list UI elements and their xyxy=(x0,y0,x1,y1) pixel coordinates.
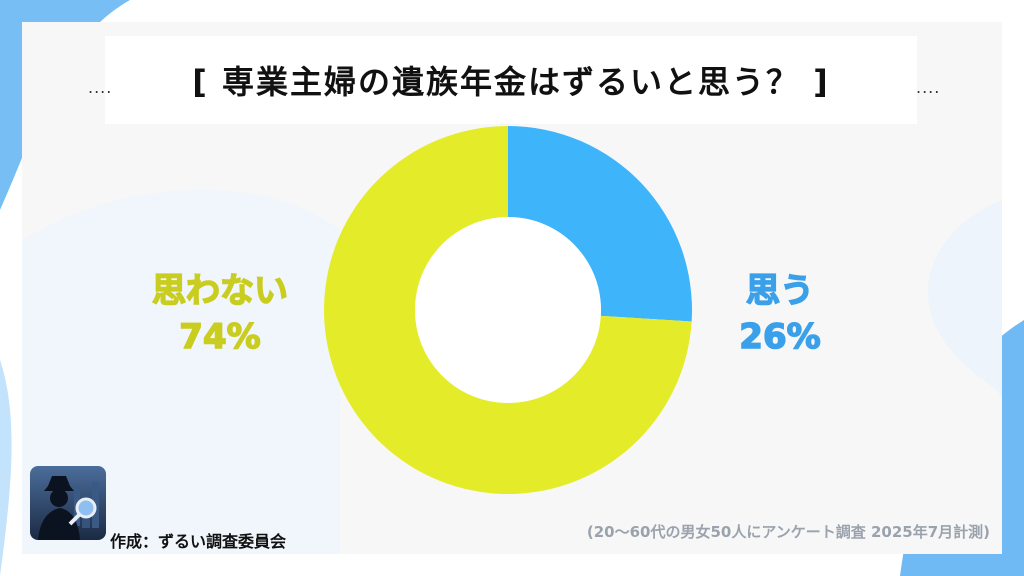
slice-label-no-name: 思わない xyxy=(151,270,289,312)
donut-slice-yes xyxy=(508,126,692,322)
author-credit: 作成：ずるい調査委員会 xyxy=(110,532,287,551)
slice-label-yes: 思う 26% xyxy=(700,268,860,360)
title-dots-right: .... xyxy=(916,78,941,97)
chart-title: [ 専業主婦の遺族年金はずるいと思う？ ] xyxy=(192,63,830,101)
detective-magnifier-icon xyxy=(30,466,106,540)
slice-label-no-value: 74% xyxy=(179,316,262,358)
donut-slice-no xyxy=(324,126,692,494)
slice-label-no: 思わない 74% xyxy=(120,268,320,360)
title-dots-left: .... xyxy=(88,78,113,97)
slice-label-yes-name: 思う xyxy=(745,270,815,312)
survey-note: (20〜60代の男女50人にアンケート調査 2025年7月計測) xyxy=(586,523,990,541)
title-box: [ 専業主婦の遺族年金はずるいと思う？ ] xyxy=(105,36,917,124)
donut-hole xyxy=(415,217,601,403)
slice-label-yes-value: 26% xyxy=(739,316,822,358)
